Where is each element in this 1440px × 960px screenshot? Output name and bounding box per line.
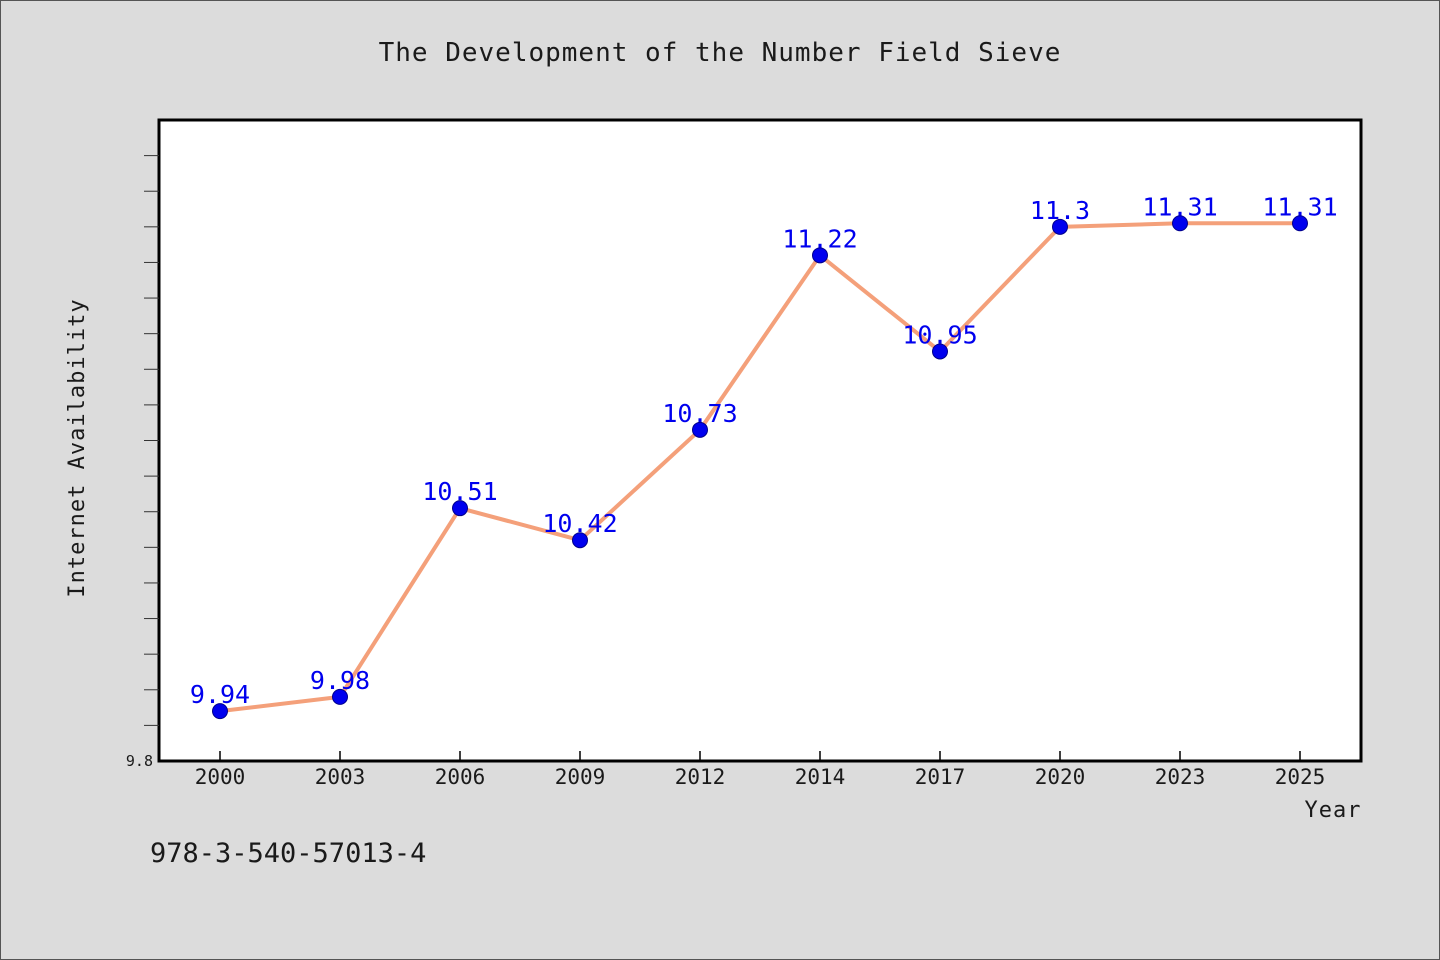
x-tick-label: 2014: [795, 765, 846, 789]
data-point-marker: [452, 500, 468, 517]
series-line-group: [212, 215, 1308, 720]
x-tick-label: 2000: [195, 765, 246, 789]
chart-title: The Development of the Number Field Siev…: [379, 38, 1062, 68]
x-tick-label: 2020: [1035, 765, 1086, 789]
data-label: 10.51: [422, 477, 497, 506]
data-point-marker: [812, 247, 828, 264]
x-tick-label: 2012: [675, 765, 726, 789]
data-label: 9.94: [190, 680, 250, 709]
data-point-marker: [1052, 218, 1068, 235]
y-axis-label: Internet Availability: [65, 298, 90, 597]
x-axis-label: Year: [1305, 798, 1362, 823]
x-axis-ticks: 2000 2003 2006 2009 2012 2014 2017 2020 2023 2025: [195, 751, 1326, 789]
x-tick-label: 2006: [435, 765, 486, 789]
data-point-marker: [572, 532, 588, 549]
data-label: 11.31: [1142, 192, 1217, 221]
x-tick-label: 2023: [1155, 765, 1206, 789]
y-axis-ticks: 9.8: [126, 155, 159, 770]
data-label: 10.73: [662, 399, 737, 428]
data-label: 10.95: [902, 320, 977, 349]
data-point-marker: [1292, 215, 1308, 232]
plot-area: [157, 118, 1363, 763]
data-point-marker: [332, 688, 348, 705]
data-point-marker: [932, 343, 948, 360]
data-label-group: 9.94 9.98 10.51 10.42 10.73 11.22 10.95 11.3 11.…: [190, 192, 1338, 709]
y-tick-label: 9.8: [126, 752, 153, 770]
x-tick-label: 2017: [915, 765, 966, 789]
data-point-marker: [1172, 215, 1188, 232]
data-label: 11.31: [1262, 192, 1337, 221]
data-point-marker: [692, 421, 708, 438]
x-tick-label: 2003: [315, 765, 366, 789]
footnote-isbn: 978-3-540-57013-4: [150, 838, 426, 869]
x-tick-label: 2009: [555, 765, 606, 789]
data-label: 10.42: [542, 509, 617, 538]
data-label: 11.3: [1030, 196, 1090, 225]
series-line: [218, 221, 1302, 714]
data-label: 11.22: [782, 224, 857, 253]
data-label: 9.98: [310, 666, 370, 695]
x-tick-label: 2025: [1275, 765, 1326, 789]
data-point-marker: [212, 703, 228, 720]
